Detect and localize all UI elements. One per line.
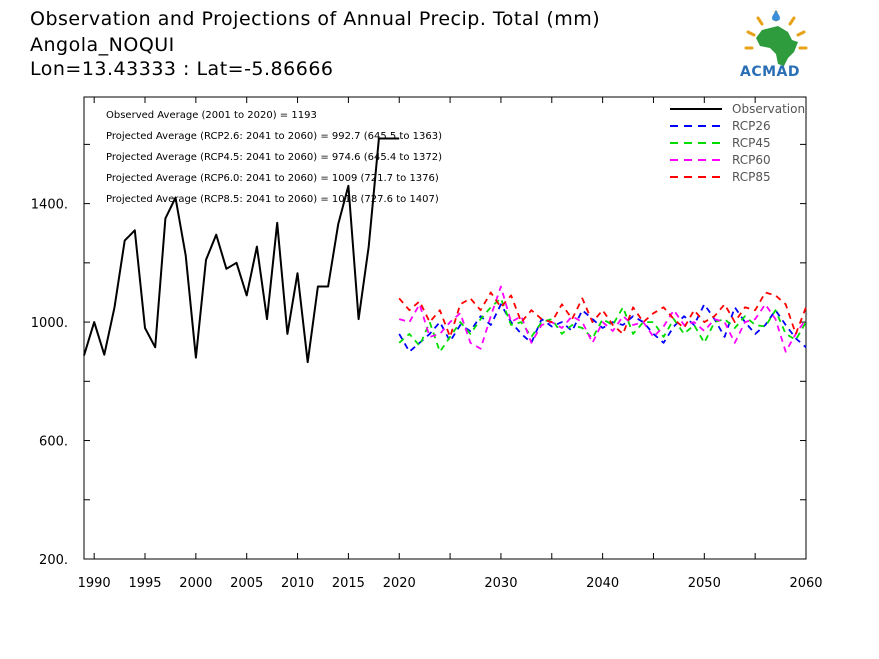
x-tick-label: 2060 xyxy=(789,576,822,591)
y-tick-label: 1000. xyxy=(31,316,68,331)
legend-label: RCP45 xyxy=(732,136,771,150)
legend-label: RCP60 xyxy=(732,153,771,167)
annotation-text: Projected Average (RCP6.0: 2041 to 2060)… xyxy=(106,173,439,184)
series-rcp26 xyxy=(398,303,807,353)
series-rcp45 xyxy=(398,297,807,353)
x-tick-label: 2050 xyxy=(688,576,721,591)
x-tick-label: 1990 xyxy=(78,576,111,591)
chart-title: Observation and Projections of Annual Pr… xyxy=(30,8,601,30)
logo-text: ACMAD xyxy=(740,64,800,80)
series-observation xyxy=(83,137,400,364)
x-tick-label: 2040 xyxy=(586,576,619,591)
x-tick-label: 2010 xyxy=(281,576,314,591)
x-tick-label: 2020 xyxy=(383,576,416,591)
y-tick-label: 1400. xyxy=(31,198,68,213)
annotation-text: Observed Average (2001 to 2020) = 1193 xyxy=(106,110,317,121)
annotation-text: Projected Average (RCP8.5: 2041 to 2060)… xyxy=(106,194,439,205)
y-tick-label: 200. xyxy=(39,553,68,568)
coords-label: Lon=13.43333 : Lat=-5.86666 xyxy=(30,58,334,80)
legend-label: RCP85 xyxy=(732,170,771,184)
y-tick-label: 600. xyxy=(39,435,68,450)
series-rcp85 xyxy=(398,291,807,338)
x-tick-label: 2015 xyxy=(332,576,365,591)
x-tick-label: 2030 xyxy=(484,576,517,591)
africa-map-logo-icon xyxy=(744,10,808,66)
annotation-text: Projected Average (RCP4.5: 2041 to 2060)… xyxy=(106,152,442,163)
series-rcp60 xyxy=(398,285,807,353)
legend-label: RCP26 xyxy=(732,119,771,133)
location-label: Angola_NOQUI xyxy=(30,34,175,56)
x-tick-label: 2005 xyxy=(230,576,263,591)
plot-frame xyxy=(83,96,807,560)
x-tick-label: 2000 xyxy=(179,576,212,591)
x-tick-label: 1995 xyxy=(128,576,161,591)
legend-label: Observation xyxy=(732,102,805,116)
annotation-text: Projected Average (RCP2.6: 2041 to 2060)… xyxy=(106,131,442,142)
